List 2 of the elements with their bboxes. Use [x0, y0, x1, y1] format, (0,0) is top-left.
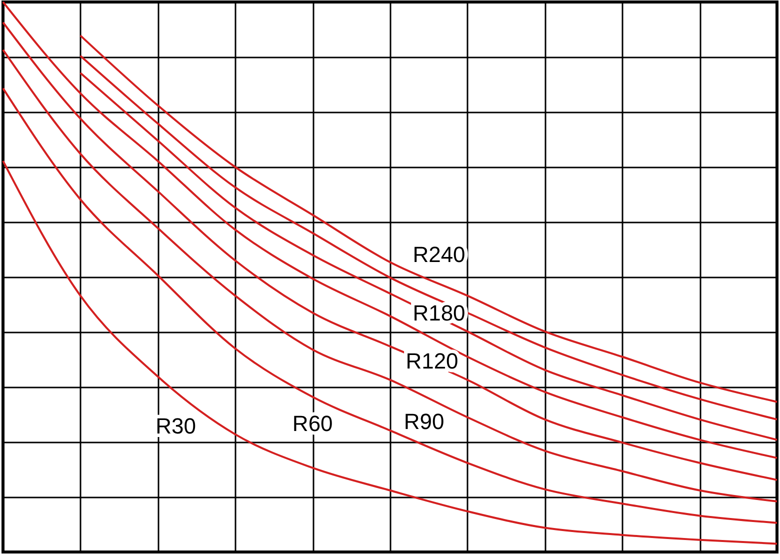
series-label: R240: [412, 242, 466, 268]
series-label: R90: [404, 408, 444, 434]
